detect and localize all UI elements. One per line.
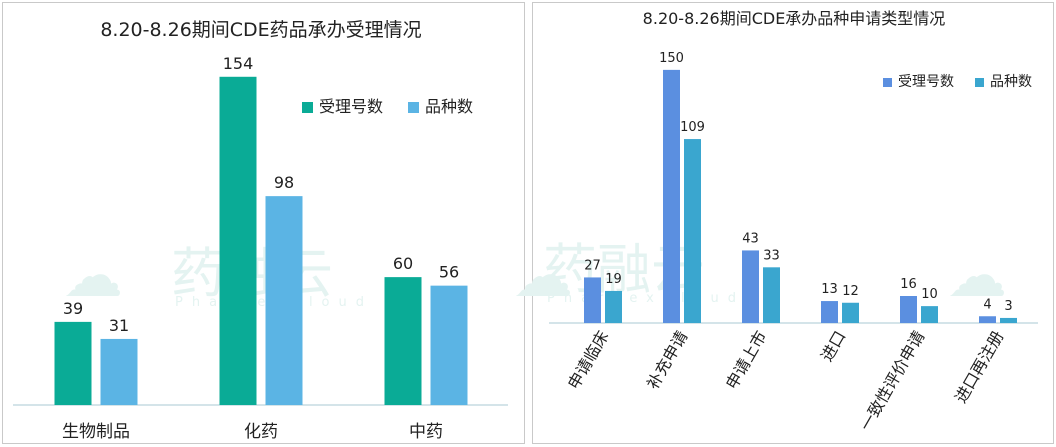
data-label: 27 bbox=[584, 258, 601, 273]
data-label: 33 bbox=[763, 248, 780, 263]
legend-swatch bbox=[302, 102, 313, 113]
bar bbox=[979, 316, 996, 323]
chart-title: 8.20-8.26期间CDE承办品种申请类型情况 bbox=[643, 9, 946, 28]
data-label: 98 bbox=[274, 173, 294, 192]
x-tick-label: 化药 bbox=[244, 422, 278, 442]
bar bbox=[763, 267, 780, 323]
x-tick-label: 进口 bbox=[817, 328, 849, 365]
bar bbox=[605, 290, 622, 323]
x-tick-label: 申请临床 bbox=[564, 328, 612, 393]
bar bbox=[900, 296, 917, 323]
x-tick-label: 一致性评价申请 bbox=[856, 328, 928, 435]
bar bbox=[430, 285, 468, 405]
legend-label: 品种数 bbox=[425, 97, 473, 116]
legend-swatch bbox=[975, 78, 984, 87]
data-label: 60 bbox=[393, 254, 413, 273]
chart-left: 8.20-8.26期间CDE药品承办受理情况 39 31 生物制品 154 98 化药 60 5… bbox=[13, 19, 508, 442]
bar bbox=[384, 277, 422, 405]
bar bbox=[921, 306, 938, 323]
data-label: 3 bbox=[1004, 299, 1012, 314]
legend-swatch bbox=[883, 78, 892, 87]
data-label: 150 bbox=[659, 51, 684, 66]
data-label: 43 bbox=[742, 231, 759, 246]
legend-swatch bbox=[408, 102, 419, 113]
bar bbox=[663, 69, 680, 323]
legend-label: 受理号数 bbox=[898, 74, 954, 90]
x-tick-label: 补充申请 bbox=[643, 328, 691, 393]
data-label: 12 bbox=[842, 284, 859, 299]
data-label: 19 bbox=[605, 272, 622, 287]
bar bbox=[54, 321, 92, 405]
chart-right: 8.20-8.26期间CDE承办品种申请类型情况 27 19 申请临床 150 109 补充… bbox=[549, 9, 1038, 435]
bar bbox=[684, 139, 701, 323]
legend-label: 受理号数 bbox=[319, 97, 383, 116]
bar bbox=[584, 277, 601, 323]
data-label: 16 bbox=[900, 277, 917, 292]
data-label: 109 bbox=[680, 120, 705, 135]
chart-panel-left: ☁ 药融云 PharnexCloud 8.20-8.26期间CDE药品承办受理情… bbox=[2, 2, 525, 444]
x-tick-label: 申请上市 bbox=[722, 328, 770, 393]
chart-title: 8.20-8.26期间CDE药品承办受理情况 bbox=[100, 19, 421, 41]
bar bbox=[265, 196, 303, 405]
data-label: 4 bbox=[983, 297, 991, 312]
bar bbox=[821, 301, 838, 323]
x-tick-label: 进口再注册 bbox=[951, 328, 1007, 407]
x-tick-label: 生物制品 bbox=[62, 422, 130, 442]
data-label: 10 bbox=[921, 287, 938, 302]
bar bbox=[100, 338, 138, 405]
legend-label: 品种数 bbox=[990, 74, 1032, 90]
data-label: 39 bbox=[63, 299, 83, 318]
data-label: 13 bbox=[821, 282, 838, 297]
bar bbox=[742, 250, 759, 323]
data-label: 31 bbox=[109, 316, 129, 335]
data-label: 56 bbox=[439, 263, 459, 282]
data-label: 154 bbox=[223, 54, 254, 73]
bar bbox=[842, 302, 859, 323]
x-tick-label: 中药 bbox=[409, 422, 443, 442]
bar bbox=[1000, 317, 1017, 323]
chart-panel-right: ☁ 药融云 PharnexCloud ☁ 8.20-8.26期间CDE承办品种申… bbox=[513, 2, 1054, 444]
bar bbox=[219, 76, 257, 405]
